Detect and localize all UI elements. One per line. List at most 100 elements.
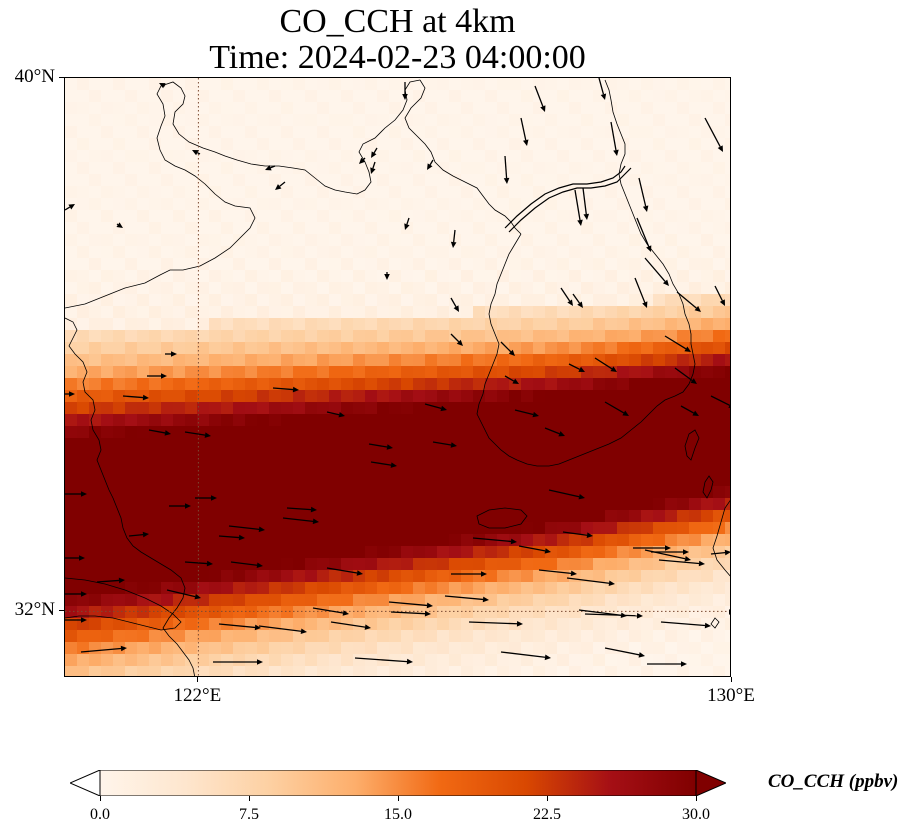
field-cell	[557, 486, 570, 499]
field-cell	[293, 174, 306, 187]
field-cell	[101, 510, 114, 523]
field-cell	[593, 474, 606, 487]
field-cell	[101, 102, 114, 115]
field-cell	[509, 606, 522, 619]
field-cell	[689, 558, 702, 571]
field-cell	[317, 474, 330, 487]
field-cell	[497, 186, 510, 199]
field-cell	[197, 126, 210, 139]
field-cell	[221, 342, 234, 355]
field-cell	[425, 354, 438, 367]
field-cell	[353, 78, 366, 91]
field-cell	[377, 582, 390, 595]
field-cell	[65, 342, 78, 355]
field-cell	[401, 306, 414, 319]
field-cell	[653, 474, 666, 487]
field-cell	[365, 306, 378, 319]
field-cell	[101, 294, 114, 307]
field-cell	[653, 354, 666, 367]
map-panel[interactable]	[64, 77, 731, 677]
field-cell	[329, 210, 342, 223]
wind-arrow-head	[81, 591, 87, 597]
field-cell	[125, 498, 138, 511]
field-cell	[101, 162, 114, 175]
field-cell	[269, 450, 282, 463]
field-cell	[437, 534, 450, 547]
field-cell	[641, 102, 654, 115]
field-cell	[641, 294, 654, 307]
field-cell	[149, 246, 162, 259]
field-cell	[461, 594, 474, 607]
field-cell	[245, 150, 258, 163]
field-cell	[77, 282, 90, 295]
field-cell	[353, 390, 366, 403]
field-cell	[533, 282, 546, 295]
field-cell	[425, 390, 438, 403]
field-cell	[605, 234, 618, 247]
field-cell	[293, 258, 306, 271]
field-cell	[437, 546, 450, 559]
field-cell	[713, 366, 726, 379]
field-cell	[353, 486, 366, 499]
field-cell	[605, 426, 618, 439]
field-cell	[605, 258, 618, 271]
field-cell	[557, 258, 570, 271]
field-cell	[281, 258, 294, 271]
field-cell	[437, 642, 450, 655]
field-cell	[317, 282, 330, 295]
field-cell	[581, 606, 594, 619]
field-cell	[461, 402, 474, 415]
field-cell	[113, 474, 126, 487]
field-cell	[641, 486, 654, 499]
field-cell	[413, 102, 426, 115]
field-cell	[629, 246, 642, 259]
wind-arrow-head	[159, 83, 166, 89]
wind-arrow-shaft	[450, 333, 460, 343]
field-cell	[341, 306, 354, 319]
field-cell	[65, 366, 78, 379]
field-cell	[569, 618, 582, 631]
field-cell	[593, 618, 606, 631]
field-cell	[353, 138, 366, 151]
field-cell	[65, 630, 78, 643]
field-cell	[161, 138, 174, 151]
border-china-korea	[504, 165, 626, 229]
field-cell	[617, 114, 630, 127]
island-2	[710, 617, 720, 629]
field-cell	[233, 378, 246, 391]
field-cell	[653, 618, 666, 631]
field-cell	[245, 126, 258, 139]
field-cell	[569, 162, 582, 175]
field-cell	[317, 234, 330, 247]
field-cell	[425, 102, 438, 115]
field-cell	[197, 378, 210, 391]
field-cell	[161, 510, 174, 523]
field-cell	[473, 150, 486, 163]
wind-arrow-head	[613, 149, 619, 156]
field-cell	[269, 510, 282, 523]
field-cell	[437, 90, 450, 103]
field-cell	[137, 246, 150, 259]
field-cell	[317, 90, 330, 103]
field-cell	[461, 606, 474, 619]
wind-arrow-shaft	[710, 551, 726, 555]
field-cell	[425, 450, 438, 463]
field-cell	[557, 318, 570, 331]
field-cell	[341, 450, 354, 463]
field-cell	[281, 438, 294, 451]
field-cell	[545, 390, 558, 403]
field-cell	[209, 246, 222, 259]
field-cell	[413, 642, 426, 655]
field-cell	[497, 294, 510, 307]
field-cell	[197, 162, 210, 175]
field-cell	[509, 90, 522, 103]
field-cell	[77, 186, 90, 199]
field-cell	[317, 354, 330, 367]
wind-arrow-shaft	[534, 85, 544, 107]
field-cell	[677, 330, 690, 343]
field-cell	[221, 162, 234, 175]
field-cell	[209, 546, 222, 559]
field-cell	[725, 534, 730, 547]
field-cell	[605, 510, 618, 523]
field-cell	[257, 630, 270, 643]
